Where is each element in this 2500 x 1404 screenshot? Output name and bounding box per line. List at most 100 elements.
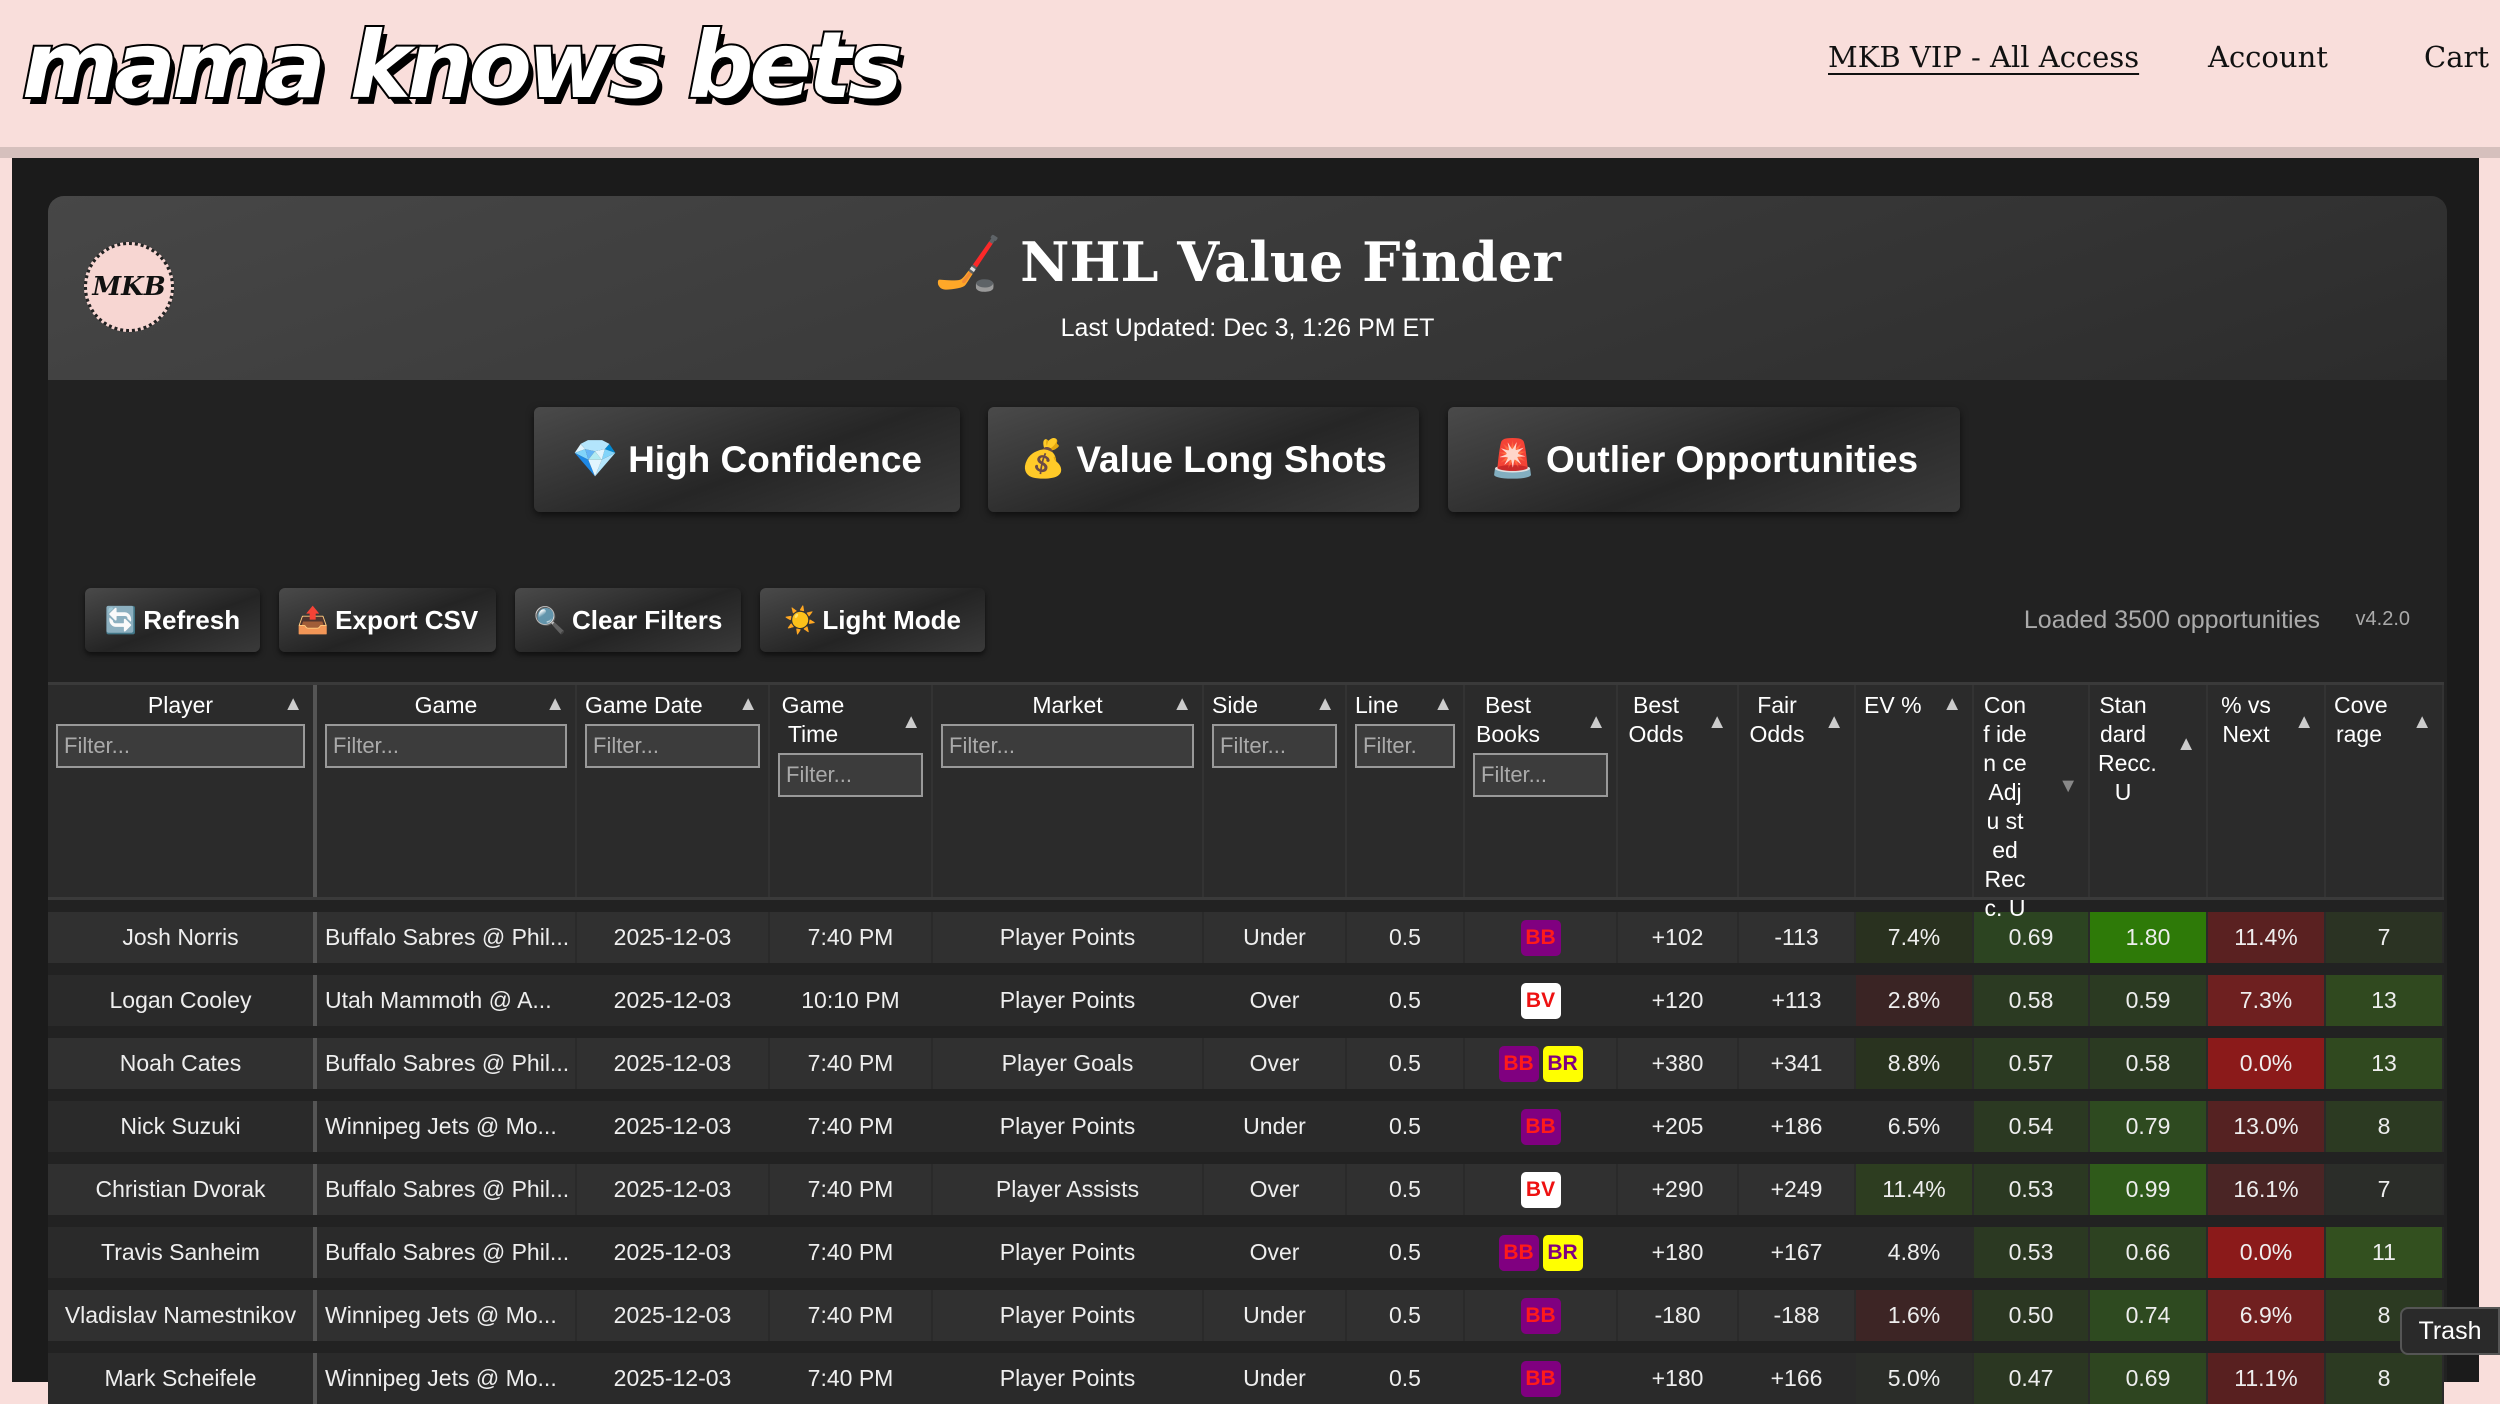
sort-asc-icon[interactable]: ▲ (2294, 711, 2314, 733)
column-header-market[interactable]: Market ▲ (933, 685, 1204, 897)
cell-side: Over (1204, 975, 1347, 1026)
cell-date: 2025-12-03 (577, 1290, 770, 1341)
cell-conf: 0.47 (1974, 1353, 2090, 1404)
filter-line[interactable] (1355, 724, 1455, 768)
export-csv-button[interactable]: 📤 Export CSV (279, 588, 496, 652)
sort-asc-icon[interactable]: ▲ (901, 711, 921, 733)
column-header-ev[interactable]: EV % ▲ (1856, 685, 1974, 897)
filter-time[interactable] (778, 753, 923, 797)
loaded-count: Loaded 3500 opportunities (2023, 606, 2320, 634)
filter-books[interactable] (1473, 753, 1608, 797)
table-row[interactable]: Mark Scheifele Winnipeg Jets @ Mo... 2025-… (48, 1353, 2444, 1404)
sort-asc-icon[interactable]: ▲ (1433, 693, 1453, 715)
nav-cart[interactable]: Cart (2424, 40, 2489, 74)
column-header-vs[interactable]: % vs Next ▲ (2208, 685, 2326, 897)
column-label: Conf iden ce Adju sted Recc. U (1983, 692, 2027, 921)
column-header-line[interactable]: Line ▲ (1347, 685, 1465, 897)
button-label: High Confidence (628, 438, 923, 480)
column-header-cov[interactable]: Cove rage ▲ (2326, 685, 2444, 897)
cell-best: +120 (1618, 975, 1739, 1026)
cell-books: BB (1465, 1290, 1618, 1341)
column-header-time[interactable]: Game Time ▲ (770, 685, 933, 897)
cell-ev: 8.8% (1856, 1038, 1974, 1089)
sort-asc-icon[interactable]: ▲ (2412, 711, 2432, 733)
filter-date[interactable] (585, 724, 760, 768)
filter-side[interactable] (1212, 724, 1337, 768)
sort-asc-icon[interactable]: ▲ (1824, 711, 1844, 733)
sort-asc-icon[interactable]: ▲ (1586, 711, 1606, 733)
outlier-opportunities-button[interactable]: 🚨 Outlier Opportunities (1448, 407, 1960, 512)
filter-player[interactable] (56, 724, 305, 768)
magnifier-icon: 🔍 (533, 604, 567, 635)
table-row[interactable]: Josh Norris Buffalo Sabres @ Phil... 2025-… (48, 912, 2444, 963)
cell-player: Mark Scheifele (48, 1353, 317, 1404)
table-row[interactable]: Christian Dvorak Buffalo Sabres @ Phil...… (48, 1164, 2444, 1215)
cell-side: Under (1204, 912, 1347, 963)
cell-line: 0.5 (1347, 1227, 1465, 1278)
nav-account[interactable]: Account (2208, 40, 2328, 74)
page-title: 🏒 NHL Value Finder (934, 230, 1561, 294)
table-row[interactable]: Noah Cates Buffalo Sabres @ Phil... 2025-1… (48, 1038, 2444, 1089)
sort-asc-icon[interactable]: ▲ (283, 693, 303, 715)
cell-line: 0.5 (1347, 912, 1465, 963)
cell-std: 0.59 (2090, 975, 2208, 1026)
cell-conf: 0.57 (1974, 1038, 2090, 1089)
column-label: Side (1212, 692, 1259, 718)
column-header-date[interactable]: Game Date ▲ (577, 685, 770, 897)
column-header-game[interactable]: Game ▲ (317, 685, 577, 897)
column-header-fair[interactable]: Fair Odds ▲ (1739, 685, 1856, 897)
value-long-shots-button[interactable]: 💰 Value Long Shots (988, 407, 1419, 512)
cell-vs: 6.9% (2208, 1290, 2326, 1341)
brand-logo[interactable]: mama knows bets (20, 10, 905, 121)
cell-market: Player Points (933, 975, 1204, 1026)
clear-filters-button[interactable]: 🔍 Clear Filters (515, 588, 741, 652)
column-header-best[interactable]: Best Odds ▲ (1618, 685, 1739, 897)
cell-cov: 7 (2326, 1164, 2444, 1215)
site-header: mama knows bets MKB VIP - All Access Acc… (0, 0, 2500, 147)
cell-best: +380 (1618, 1038, 1739, 1089)
sort-asc-icon[interactable]: ▲ (738, 693, 758, 715)
sort-desc-icon[interactable]: ▼ (2058, 775, 2078, 797)
cell-std: 0.74 (2090, 1290, 2208, 1341)
cell-fair: +249 (1739, 1164, 1856, 1215)
table-row[interactable]: Vladislav Namestnikov Winnipeg Jets @ Mo.… (48, 1290, 2444, 1341)
cell-std: 1.80 (2090, 912, 2208, 963)
cell-std: 0.99 (2090, 1164, 2208, 1215)
cell-books: BB (1465, 912, 1618, 963)
cell-ev: 11.4% (1856, 1164, 1974, 1215)
filter-market[interactable] (941, 724, 1194, 768)
column-header-side[interactable]: Side ▲ (1204, 685, 1347, 897)
column-header-books[interactable]: Best Books ▲ (1465, 685, 1618, 897)
siren-icon: 🚨 (1489, 438, 1536, 479)
light-mode-button[interactable]: ☀️ Light Mode (760, 588, 985, 652)
cell-side: Over (1204, 1164, 1347, 1215)
column-header-player[interactable]: Player ▲ (48, 685, 317, 897)
cell-cov: 7 (2326, 912, 2444, 963)
table-row[interactable]: Nick Suzuki Winnipeg Jets @ Mo... 2025-12-… (48, 1101, 2444, 1152)
cell-cov: 8 (2326, 1101, 2444, 1152)
button-label: Outlier Opportunities (1546, 438, 1919, 480)
sort-asc-icon[interactable]: ▲ (1942, 693, 1962, 715)
sort-asc-icon[interactable]: ▲ (545, 693, 565, 715)
filter-game[interactable] (325, 724, 567, 768)
cell-vs: 0.0% (2208, 1227, 2326, 1278)
table-row[interactable]: Logan Cooley Utah Mammoth @ A... 2025-12-0… (48, 975, 2444, 1026)
cell-best: +180 (1618, 1227, 1739, 1278)
table-row[interactable]: Travis Sanheim Buffalo Sabres @ Phil... 20… (48, 1227, 2444, 1278)
version-label: v4.2.0 (2355, 608, 2410, 630)
refresh-button[interactable]: 🔄 Refresh (85, 588, 260, 652)
cell-fair: +166 (1739, 1353, 1856, 1404)
sort-asc-icon[interactable]: ▲ (1172, 693, 1192, 715)
column-header-conf[interactable]: Conf iden ce Adju sted Recc. U ▼ (1974, 685, 2090, 921)
nav-vip[interactable]: MKB VIP - All Access (1828, 40, 2140, 74)
sort-asc-icon[interactable]: ▲ (1707, 711, 1727, 733)
sort-asc-icon[interactable]: ▲ (2176, 733, 2196, 755)
cell-line: 0.5 (1347, 1101, 1465, 1152)
high-confidence-button[interactable]: 💎 High Confidence (534, 407, 960, 512)
column-label: % vs Next (2221, 692, 2271, 747)
cell-conf: 0.58 (1974, 975, 2090, 1026)
column-header-std[interactable]: Stan dard Recc. U ▲ (2090, 685, 2208, 897)
cell-time: 7:40 PM (770, 1353, 933, 1404)
sort-asc-icon[interactable]: ▲ (1315, 693, 1335, 715)
column-label: EV % (1864, 692, 1922, 718)
